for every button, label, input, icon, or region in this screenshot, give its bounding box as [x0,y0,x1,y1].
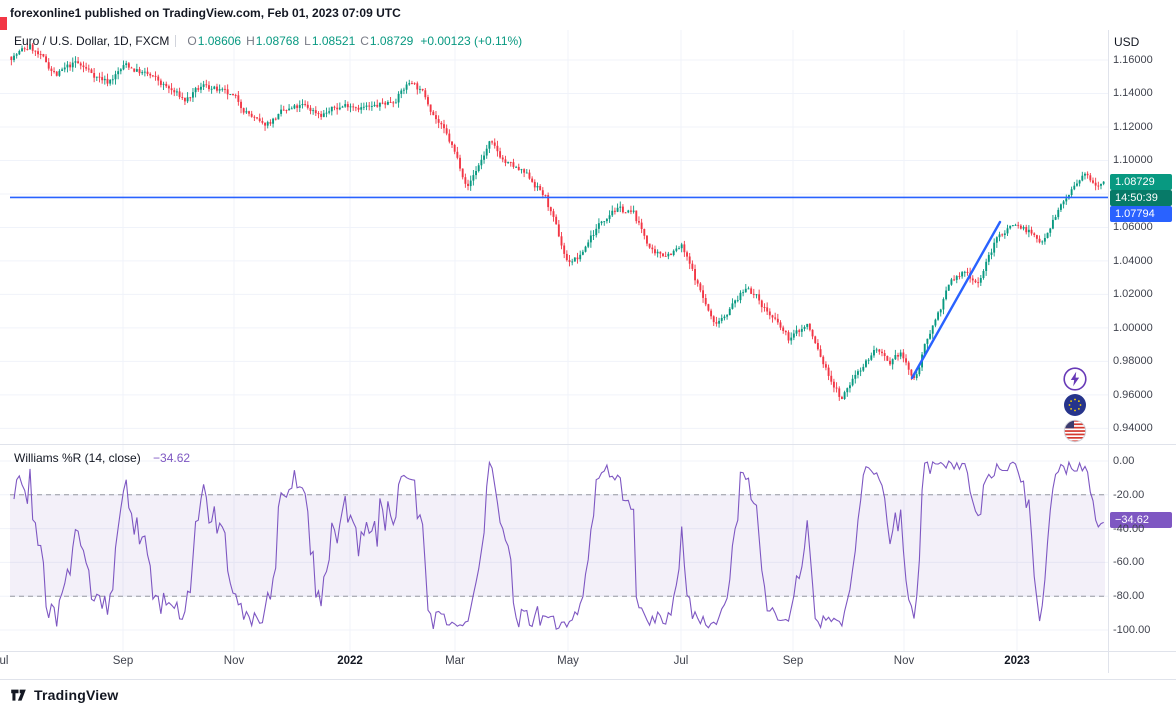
tradingview-logo-icon[interactable] [10,686,27,703]
footer-divider [0,679,1176,680]
time-tick: Jul [673,655,689,667]
ohlc-values: O1.08606 H1.08768 L1.08521 C1.08729 [182,34,413,48]
time-tick: Sep [782,655,804,667]
footer: TradingView [10,686,118,703]
price-tick: 1.06000 [1113,221,1153,234]
icon-stack [1063,367,1087,443]
price-tick: 0.98000 [1113,355,1153,368]
time-tick: ul [0,655,9,667]
time-tick: 2022 [337,655,363,667]
williams-tick: -40.00 [1113,522,1145,535]
timescale-separator [0,651,1176,652]
left-edge-marker [0,17,7,30]
last-price-badge: 1.08729 [1110,173,1172,190]
ohlc-key: O [187,34,197,48]
time-tick: Nov [893,655,915,667]
ohlc-value: 1.08606 [197,34,242,48]
price-tick: 1.14000 [1113,87,1153,100]
williams-legend: Williams %R (14, close) −34.62 [14,451,190,465]
ohlc-key: L [304,34,311,48]
price-tick: 1.04000 [1113,254,1153,267]
price-tick: 0.96000 [1113,388,1153,401]
time-tick: Mar [445,655,465,667]
williams-tick: 0.00 [1113,455,1135,467]
price-tick: 1.02000 [1113,288,1153,301]
williams-badge: −34.62 [1110,511,1172,528]
time-tick: Nov [223,655,245,667]
ohlc-value: 1.08521 [311,34,356,48]
level-badge: 1.07794 [1110,205,1172,222]
ohlc-value: 1.08768 [255,34,300,48]
time-tick: May [557,655,579,667]
lightning-icon [1063,367,1087,391]
symbol-title[interactable]: Euro / U.S. Dollar, 1D, FXCM [14,34,170,48]
price-tick: 0.94000 [1113,422,1153,435]
time-tick: 2023 [1004,655,1030,667]
panel-separator[interactable] [0,444,1176,445]
williams-tick: -100.00 [1113,624,1151,636]
williams-tick: -20.00 [1113,488,1145,501]
countdown-badge: 14:50:39 [1110,189,1172,206]
price-tick: 1.00000 [1113,321,1153,334]
legend-divider [175,35,177,47]
price-tick: 1.12000 [1113,120,1153,133]
price-tick: 1.10000 [1113,154,1153,167]
currency-label: USD [1114,35,1140,49]
williams-tick: -80.00 [1113,590,1145,603]
time-tick: Sep [112,655,134,667]
brand-name[interactable]: TradingView [34,686,119,703]
price-scale-border [1108,30,1109,673]
symbol-legend: Euro / U.S. Dollar, 1D, FXCM O1.08606 H1.… [14,34,522,48]
williams-value: −34.62 [153,451,191,465]
change-value: +0.00123 (+0.11%) [420,34,523,48]
ohlc-value: 1.08729 [369,34,414,48]
williams-title[interactable]: Williams %R (14, close) [14,451,141,465]
eu-flag-icon [1064,394,1086,416]
ohlc-key: C [360,34,369,48]
attribution: forexonline1 published on TradingView.co… [10,6,401,20]
us-flag-icon [1063,419,1087,443]
time-scale[interactable] [0,652,1108,673]
ohlc-key: H [246,34,255,48]
williams-tick: -60.00 [1113,556,1145,569]
price-tick: 1.16000 [1113,53,1153,66]
